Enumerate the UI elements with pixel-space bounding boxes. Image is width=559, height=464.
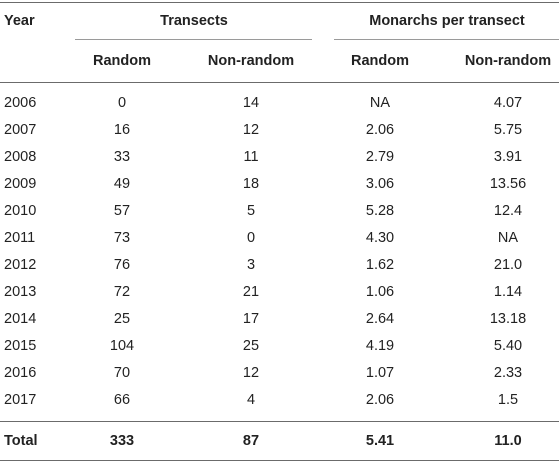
monarchs-nonrandom-cell: 21.0 bbox=[493, 257, 523, 273]
monarchs-group-rule bbox=[334, 39, 559, 40]
transects-nonrandom-cell: 0 bbox=[246, 230, 256, 246]
transects-random-cell: 0 bbox=[117, 95, 127, 111]
transects-nonrandom-header: Non-random bbox=[207, 53, 295, 69]
transects-random-cell: 73 bbox=[113, 230, 131, 246]
total-monarchs-nonrandom: 11.0 bbox=[494, 433, 522, 449]
monarchs-nonrandom-cell: 13.56 bbox=[489, 176, 527, 192]
monarchs-nonrandom-cell: 5.40 bbox=[493, 338, 523, 354]
transects-group-rule bbox=[75, 39, 312, 40]
monarchs-random-cell: 1.06 bbox=[365, 284, 395, 300]
transects-nonrandom-cell: 5 bbox=[246, 203, 256, 219]
transects-random-cell: 70 bbox=[113, 365, 131, 381]
monarchs-nonrandom-cell: 3.91 bbox=[493, 149, 523, 165]
monarchs-random-cell: 4.19 bbox=[365, 338, 395, 354]
total-transects-nonrandom: 87 bbox=[242, 433, 260, 449]
year-cell: 2017 bbox=[4, 392, 37, 408]
monarchs-nonrandom-cell: 2.33 bbox=[493, 365, 523, 381]
year-cell: 2007 bbox=[4, 122, 37, 138]
year-cell: 2015 bbox=[4, 338, 37, 354]
total-label: Total bbox=[4, 433, 38, 449]
year-cell: 2014 bbox=[4, 311, 37, 327]
monarchs-random-cell: 5.28 bbox=[365, 203, 395, 219]
year-cell: 2006 bbox=[4, 95, 37, 111]
total-monarchs-random: 5.41 bbox=[365, 433, 395, 449]
transects-header: Transects bbox=[160, 13, 228, 29]
transects-random-cell: 66 bbox=[113, 392, 131, 408]
total-top-rule bbox=[0, 421, 559, 422]
year-cell: 2016 bbox=[4, 365, 37, 381]
transects-nonrandom-cell: 12 bbox=[242, 122, 260, 138]
year-header: Year bbox=[4, 13, 35, 29]
transects-random-cell: 49 bbox=[113, 176, 131, 192]
transects-nonrandom-cell: 3 bbox=[246, 257, 256, 273]
monarchs-nonrandom-cell: 13.18 bbox=[489, 311, 527, 327]
monarchs-random-cell: 3.06 bbox=[365, 176, 395, 192]
monarchs-nonrandom-cell: 1.5 bbox=[497, 392, 519, 408]
transects-random-cell: 16 bbox=[113, 122, 131, 138]
monarchs-random-cell: 2.79 bbox=[365, 149, 395, 165]
monarchs-random-cell: 2.64 bbox=[365, 311, 395, 327]
year-cell: 2012 bbox=[4, 257, 37, 273]
year-cell: 2008 bbox=[4, 149, 37, 165]
monarchs-per-transect-header: Monarchs per transect bbox=[369, 13, 525, 29]
transects-random-cell: 76 bbox=[113, 257, 131, 273]
transects-nonrandom-cell: 21 bbox=[242, 284, 260, 300]
monarchs-nonrandom-cell: 5.75 bbox=[493, 122, 523, 138]
monarchs-nonrandom-cell: NA bbox=[497, 230, 519, 246]
transects-nonrandom-cell: 18 bbox=[242, 176, 260, 192]
transects-random-cell: 104 bbox=[109, 338, 135, 354]
transects-nonrandom-cell: 25 bbox=[242, 338, 260, 354]
transects-nonrandom-cell: 14 bbox=[242, 95, 260, 111]
year-cell: 2010 bbox=[4, 203, 37, 219]
transects-nonrandom-cell: 4 bbox=[246, 392, 256, 408]
monarchs-random-cell: 2.06 bbox=[365, 392, 395, 408]
monarchs-nonrandom-cell: 12.4 bbox=[493, 203, 523, 219]
monarchs-random-cell: NA bbox=[369, 95, 391, 111]
transects-nonrandom-cell: 17 bbox=[242, 311, 260, 327]
total-transects-random: 333 bbox=[109, 433, 135, 449]
monarchs-nonrandom-cell: 1.14 bbox=[493, 284, 523, 300]
table-bottom-rule bbox=[0, 460, 559, 461]
year-cell: 2009 bbox=[4, 176, 37, 192]
year-cell: 2011 bbox=[4, 230, 36, 246]
monarchs-random-header: Random bbox=[351, 53, 409, 69]
monarchs-nonrandom-header: Non-random bbox=[464, 53, 552, 69]
monarchs-nonrandom-cell: 4.07 bbox=[493, 95, 523, 111]
monarchs-random-cell: 4.30 bbox=[365, 230, 395, 246]
monarchs-random-cell: 2.06 bbox=[365, 122, 395, 138]
monarchs-random-cell: 1.62 bbox=[365, 257, 395, 273]
transects-nonrandom-cell: 12 bbox=[242, 365, 260, 381]
transects-random-cell: 72 bbox=[113, 284, 131, 300]
transects-random-header: Random bbox=[93, 53, 151, 69]
transects-nonrandom-cell: 11 bbox=[243, 149, 259, 165]
table-top-rule bbox=[0, 2, 559, 3]
transects-random-cell: 33 bbox=[113, 149, 131, 165]
year-cell: 2013 bbox=[4, 284, 37, 300]
transects-random-cell: 57 bbox=[113, 203, 131, 219]
transects-random-cell: 25 bbox=[113, 311, 131, 327]
header-bottom-rule bbox=[0, 82, 559, 83]
monarchs-random-cell: 1.07 bbox=[365, 365, 395, 381]
